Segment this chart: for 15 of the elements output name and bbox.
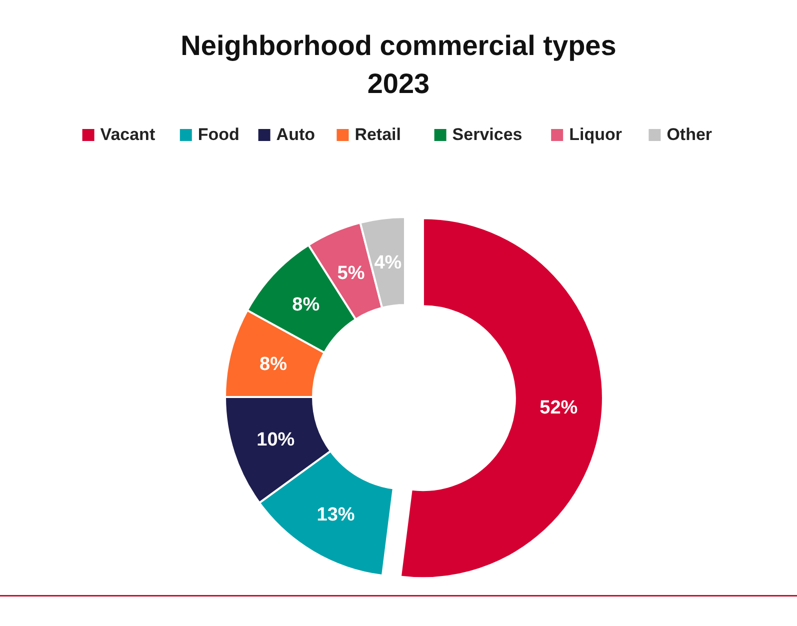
legend-label: Liquor: [569, 125, 622, 144]
legend-label: Auto: [276, 125, 316, 144]
data-label: 8%: [292, 294, 320, 316]
data-label: 10%: [256, 430, 295, 451]
legend-label: Services: [452, 125, 522, 144]
data-label: 13%: [316, 504, 355, 526]
legend-label: Retail: [354, 125, 401, 144]
data-label: 5%: [337, 262, 365, 284]
legend-label: Food: [198, 125, 240, 144]
chart-title: Neighborhood commercial types 2023: [180, 30, 616, 99]
legend-label: Vacant: [100, 125, 156, 144]
data-label: 4%: [374, 252, 402, 274]
data-label: 8%: [260, 354, 288, 375]
data-label: 52%: [540, 397, 578, 418]
legend-label: Other: [666, 125, 712, 144]
